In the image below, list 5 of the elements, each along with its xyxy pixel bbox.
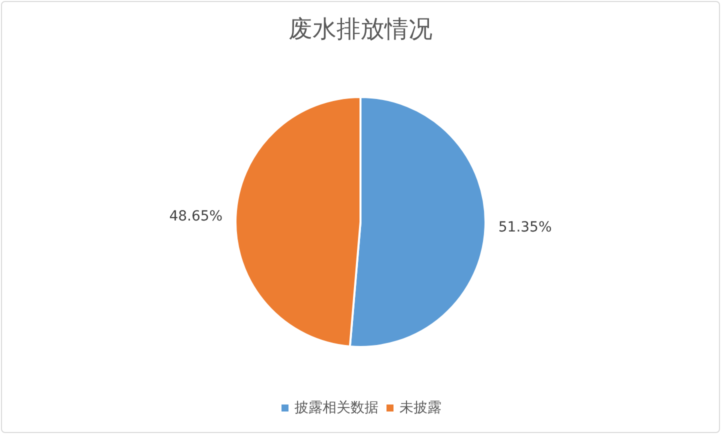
data-label: 48.65%	[169, 208, 223, 224]
legend-label: 未披露	[400, 400, 442, 416]
data-label: 51.35%	[498, 220, 552, 236]
chart-title: 废水排放情况	[288, 15, 432, 43]
legend-label: 披露相关数据	[294, 400, 378, 416]
